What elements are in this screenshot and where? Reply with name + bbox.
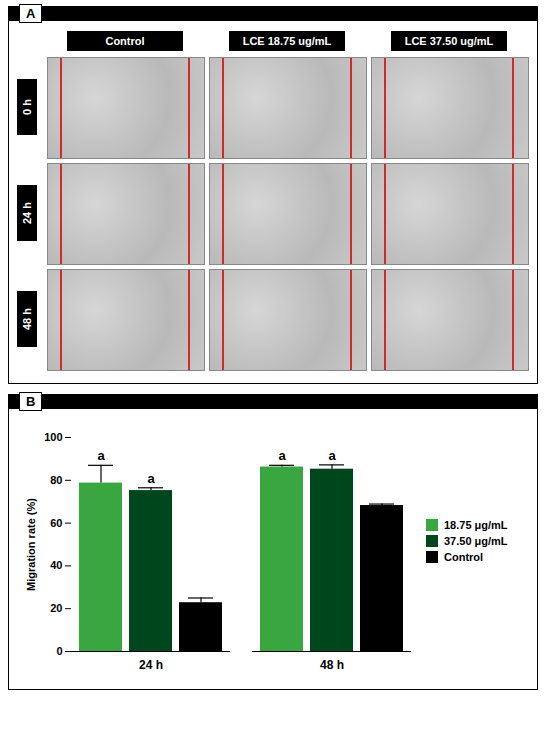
html-text:A: A (26, 6, 36, 21)
html-text:0 h: 0 h (21, 99, 33, 115)
html-text:LCE 18.75 ug/mL: LCE 18.75 ug/mL (242, 35, 332, 47)
html-text:37.50 μg/mL: 37.50 μg/mL (444, 535, 508, 547)
svg-text:24 h: 24 h (139, 658, 163, 672)
svg-text:80: 80 (50, 474, 62, 486)
html-text:24 h: 24 h (21, 202, 33, 224)
svg-text:100: 100 (44, 431, 62, 443)
svg-text:20: 20 (50, 602, 62, 614)
html-text:LCE 37.50 ug/mL: LCE 37.50 ug/mL (404, 35, 494, 47)
svg-text:60: 60 (50, 517, 62, 529)
svg-text:a: a (278, 448, 286, 463)
html-text:18.75 μg/mL: 18.75 μg/mL (444, 519, 508, 531)
svg-text:Migration rate (%): Migration rate (%) (25, 498, 37, 591)
svg-text:a: a (147, 471, 155, 486)
html-text:48 h: 48 h (21, 308, 33, 330)
svg-text:a: a (328, 448, 336, 463)
svg-text:40: 40 (50, 559, 62, 571)
html-text:Control: Control (105, 35, 145, 47)
svg-text:48 h: 48 h (320, 658, 344, 672)
html-text:B: B (26, 394, 36, 409)
svg-text:a: a (97, 448, 105, 463)
svg-text:0: 0 (56, 645, 62, 657)
html-text:Control: Control (444, 551, 484, 563)
